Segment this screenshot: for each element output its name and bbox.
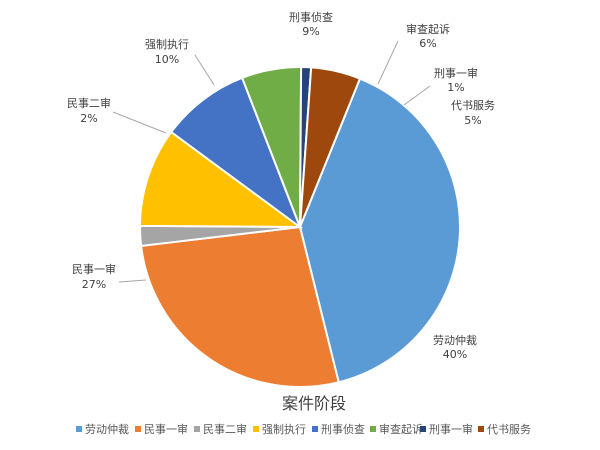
leader-line — [403, 85, 431, 106]
legend-label: 民事二审 — [203, 422, 247, 436]
pie-slice — [299, 66, 362, 228]
pie-slices — [138, 65, 461, 388]
data-label-category: 审查起诉 — [406, 22, 450, 36]
legend-swatch — [76, 426, 82, 432]
legend-label: 强制执行 — [262, 422, 306, 436]
data-label-category: 民事一审 — [72, 262, 116, 276]
legend-swatch — [135, 426, 141, 432]
leader-line — [377, 40, 399, 85]
data-label-value: 27% — [82, 278, 106, 291]
data-label-category: 代书服务 — [451, 99, 495, 112]
leader-lines — [112, 40, 431, 283]
data-label-category: 刑事一审 — [434, 66, 478, 80]
leader-line — [194, 54, 215, 86]
pie-slice — [138, 130, 304, 229]
data-label-category: 强制执行 — [145, 37, 189, 51]
data-label-value: 9% — [302, 25, 319, 38]
pie-slice — [298, 77, 461, 384]
data-label-value: 5% — [464, 114, 481, 127]
legend-swatch — [420, 426, 426, 432]
data-label-value: 10% — [155, 53, 179, 66]
chart-title: 案件阶段 — [282, 394, 346, 413]
pie-slice — [140, 225, 340, 388]
legend-swatch — [312, 426, 318, 432]
legend-label: 审查起诉 — [379, 422, 423, 436]
data-label-category: 刑事侦查 — [289, 10, 333, 24]
data-label-value: 6% — [419, 37, 436, 50]
legend-label: 劳动仲裁 — [85, 422, 129, 436]
legend-label: 民事一审 — [144, 422, 188, 436]
legend-swatch — [194, 426, 200, 432]
data-label-value: 2% — [80, 112, 97, 125]
pie-slice — [169, 76, 303, 230]
data-label-category: 劳动仲裁 — [433, 333, 477, 347]
data-label-value: 1% — [447, 81, 464, 94]
legend-swatch — [478, 426, 484, 432]
legend-swatch — [253, 426, 259, 432]
legend-label: 代书服务 — [487, 423, 531, 436]
data-label-category: 民事二审 — [67, 96, 111, 110]
leader-line — [118, 279, 147, 283]
data-label-value: 40% — [443, 348, 467, 361]
legend: 劳动仲裁 民事一审 民事二审 强制执行 刑事侦查 审查起诉 刑事一审 代书服务 — [76, 422, 531, 436]
leader-line — [112, 111, 167, 134]
legend-label: 刑事一审 — [429, 422, 473, 436]
legend-swatch — [370, 426, 376, 432]
legend-label: 刑事侦查 — [321, 422, 365, 436]
